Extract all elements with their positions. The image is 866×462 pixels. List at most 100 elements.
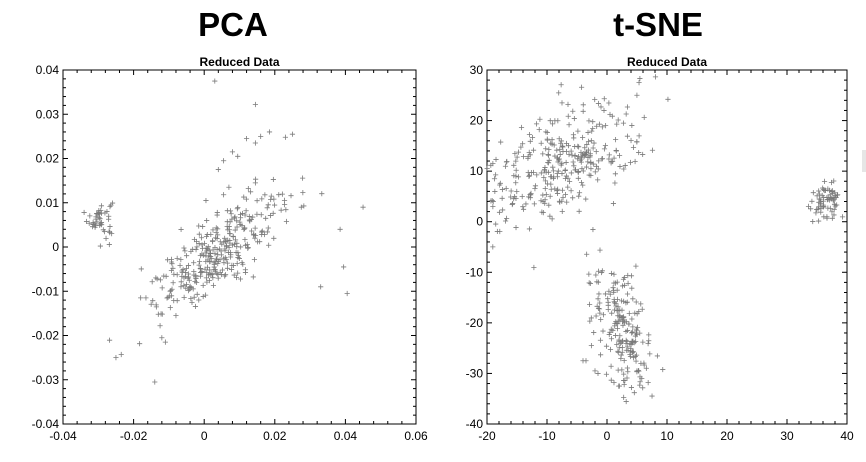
tsne-data-point	[619, 283, 626, 289]
tsne-data-point	[625, 280, 631, 286]
pca-data-point	[203, 233, 210, 239]
tsne-data-point	[821, 178, 828, 184]
pca-data-point	[236, 255, 242, 262]
tsne-data-point	[607, 346, 614, 353]
tsne-data-point	[515, 149, 522, 155]
tsne-data-point	[621, 377, 627, 384]
pca-data-point	[262, 192, 268, 198]
tsne-data-point	[640, 385, 646, 391]
pca-data-point	[229, 216, 235, 222]
tsne-data-point	[597, 310, 603, 316]
pca-data-point	[200, 282, 206, 289]
pca-data-point	[216, 246, 223, 252]
pca-data-point	[214, 212, 220, 218]
tsne-data-point	[636, 149, 642, 156]
tsne-data-point	[551, 174, 557, 180]
tsne-data-point	[513, 167, 519, 173]
tsne-data-point	[580, 358, 586, 364]
pca-plot: Reduced Data -0.04 -0.02 0 0.02 0.04 0.06 -0.04…	[32, 55, 428, 443]
tsne-plot: Reduced Data -20 -10 0 10 20 30 40 -40 -30 -20 -10 0…	[466, 55, 854, 443]
tsne-data-point	[554, 187, 560, 194]
pca-data-point	[209, 271, 215, 278]
tsne-data-point	[534, 172, 540, 178]
tsne-data-point	[514, 188, 520, 195]
pca-y-tick-label: -0.04	[32, 417, 60, 431]
tsne-data-point	[624, 365, 630, 371]
pca-x-tick-label: -0.02	[120, 429, 148, 443]
tsne-data-point	[520, 206, 527, 212]
tsne-data-point	[580, 134, 586, 141]
tsne-data-point	[526, 149, 532, 156]
pca-data-point	[198, 235, 205, 241]
tsne-data-point	[816, 204, 822, 210]
tsne-data-point	[816, 199, 822, 205]
pca-data-point	[249, 228, 255, 234]
pca-data-point	[188, 295, 194, 302]
tsne-data-point	[588, 138, 594, 144]
tsne-y-tick-label: 0	[476, 215, 483, 229]
tsne-data-point	[558, 162, 564, 168]
tsne-data-point	[580, 182, 586, 188]
tsne-data-point	[831, 201, 838, 207]
tsne-data-point	[612, 171, 618, 177]
tsne-data-point	[652, 74, 659, 80]
pca-data-point	[215, 166, 221, 173]
pca-data-point	[258, 133, 264, 139]
tsne-data-point	[588, 342, 594, 349]
pca-data-point	[231, 272, 237, 278]
tsne-data-point	[513, 224, 519, 231]
tsne-data-point	[579, 152, 586, 158]
pca-data-point	[265, 225, 271, 231]
pca-data-point	[98, 207, 104, 214]
pca-data-point	[185, 262, 192, 269]
pca-data-point	[234, 240, 240, 246]
tsne-data-point	[605, 299, 611, 305]
tsne-data-point	[665, 96, 671, 102]
tsne-data-point	[586, 271, 592, 277]
tsne-data-point	[595, 100, 602, 107]
pca-data-point	[344, 290, 350, 297]
pca-data-point	[197, 266, 204, 272]
tsne-data-point	[600, 328, 606, 334]
tsne-data-point	[628, 273, 635, 279]
tsne-data-point	[615, 308, 621, 314]
pca-data-point	[222, 238, 228, 245]
tsne-data-point	[611, 296, 617, 302]
tsne-data-point	[492, 188, 498, 195]
pca-data-point	[230, 233, 236, 239]
pca-data-point	[237, 276, 244, 282]
pca-data-point	[282, 202, 288, 208]
tsne-data-point	[633, 352, 640, 358]
tsne-data-point	[816, 218, 822, 224]
tsne-data-point	[624, 375, 630, 381]
tsne-data-point	[629, 285, 635, 291]
tsne-data-point	[598, 269, 605, 276]
tsne-y-tick-label: 10	[470, 164, 484, 178]
tsne-data-point	[634, 368, 640, 374]
pca-data-point	[206, 278, 213, 284]
tsne-data-point	[611, 280, 617, 286]
tsne-data-point	[551, 142, 557, 148]
tsne-x-tick-label: 40	[840, 429, 854, 443]
pca-data-point	[215, 271, 221, 278]
tsne-data-point	[628, 137, 634, 144]
pca-data-point	[337, 226, 343, 232]
tsne-data-point	[589, 128, 595, 134]
tsne-data-point	[547, 118, 553, 124]
pca-data-point	[270, 176, 276, 183]
pca-data-point	[207, 259, 213, 265]
pca-data-point	[235, 270, 241, 276]
tsne-data-point	[624, 299, 630, 305]
pca-x-tick-label: 0	[201, 429, 208, 443]
pca-data-point	[283, 207, 289, 213]
pca-data-point	[164, 295, 170, 301]
tsne-data-point	[634, 332, 640, 338]
tsne-data-point	[831, 212, 837, 218]
pca-data-point	[108, 202, 114, 208]
pca-data-point	[157, 277, 164, 283]
tsne-data-point	[491, 176, 498, 182]
pca-data-point	[178, 284, 184, 290]
pca-data-point	[243, 196, 249, 202]
tsne-data-point	[526, 226, 533, 232]
tsne-data-point	[637, 75, 643, 82]
